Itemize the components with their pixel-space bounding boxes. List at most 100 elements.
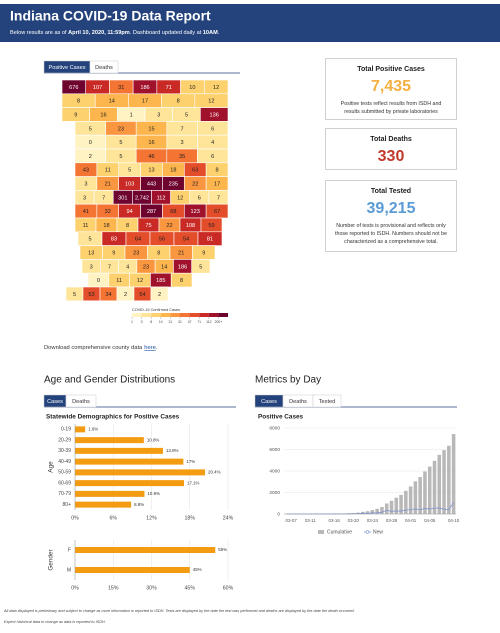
legend-swatch [218, 313, 228, 317]
bar [389, 500, 394, 514]
tab-label[interactable]: Tested [319, 399, 335, 405]
value-label: 17.1% [187, 480, 200, 485]
legend-swatch [180, 313, 190, 317]
subtitle-part: April 10, 2020, 11:59pm [68, 30, 130, 36]
card-title: Total Tested [370, 188, 412, 195]
value-label: 55% [218, 547, 227, 552]
card-note: Number of tests is provisional and refle… [335, 223, 447, 245]
tab-label[interactable]: Cases [261, 399, 277, 405]
y-tick-label: 20-29 [58, 437, 71, 443]
county-value: 54 [139, 292, 145, 298]
y-tick-label: 40-49 [58, 459, 71, 465]
county-value: 676 [69, 85, 78, 91]
county-value: 59 [208, 223, 214, 229]
bar [413, 481, 418, 514]
legend-tick-label: 21 [169, 320, 173, 324]
download-link[interactable]: here [144, 345, 156, 351]
y-tick-label: 70-79 [58, 491, 71, 497]
tab-label[interactable]: Deaths [95, 65, 113, 71]
chart-title: Positive Cases [258, 414, 304, 421]
x-tick-label: 04-10 [448, 518, 460, 523]
county-value: 22 [192, 181, 198, 187]
bar [75, 437, 144, 444]
county-value: 2 [124, 292, 127, 298]
county-value: 7 [102, 195, 105, 201]
bar [75, 426, 86, 433]
bar [432, 460, 437, 514]
y-tick-label: F [68, 547, 71, 553]
subtitle-part: . Dashboard updated daily at [130, 30, 203, 36]
y-axis-label: Gender [48, 548, 55, 570]
legend-tick-label: 14 [159, 320, 163, 324]
x-tick-label: 03-28 [386, 518, 398, 523]
tab-label[interactable]: Deaths [289, 399, 307, 405]
download-suffix: . [156, 345, 158, 351]
county-value: 53 [88, 292, 94, 298]
tab-label[interactable]: Positive Cases [49, 65, 86, 71]
legend-tick-label: 31 [178, 320, 182, 324]
legend-tick-label: 3 [141, 320, 143, 324]
county-value: 12 [213, 85, 219, 91]
bar [423, 471, 427, 514]
county-value: 14 [109, 99, 115, 105]
county-value: 5 [199, 264, 202, 270]
county-value: 2 [158, 292, 161, 298]
tab[interactable] [65, 394, 97, 408]
county-value: 11 [105, 168, 111, 174]
bar [408, 486, 413, 514]
county-value: 108 [186, 223, 195, 229]
y-tick-label: 60-69 [58, 480, 71, 486]
county-value: 15 [148, 126, 154, 132]
bar [75, 447, 163, 454]
card-value: 7,435 [370, 78, 412, 95]
x-tick-label: 04-01 [405, 518, 417, 523]
tab[interactable] [89, 60, 119, 74]
card: Total Deaths 330 [325, 128, 457, 170]
tab-label[interactable]: Cases [47, 399, 63, 405]
county-value: 2,742 [135, 195, 149, 201]
county-value: 287 [147, 209, 156, 215]
county-value: 16 [100, 112, 106, 118]
county-value: 23 [143, 264, 149, 270]
x-tick-label: 04-05 [424, 518, 436, 523]
y-tick-label: 0 [277, 511, 280, 517]
county-value: 21 [105, 181, 111, 187]
legend-swatch [141, 313, 152, 317]
x-tick-label: 60% [223, 585, 234, 591]
bar [75, 567, 190, 573]
county-value: 0 [89, 140, 92, 146]
value-label: 1.6% [88, 427, 98, 432]
county-value: 5 [89, 126, 92, 132]
county-value: 67 [214, 209, 220, 215]
bar [75, 547, 216, 553]
county-value: 34 [105, 292, 111, 298]
value-label: 8.8% [134, 502, 144, 507]
section-title: Metrics by Day [255, 375, 321, 386]
subtitle-part: Below results are as of [10, 30, 68, 36]
county-value: 22 [166, 223, 172, 229]
county-value: 18 [170, 168, 176, 174]
x-tick-label: 12% [146, 515, 157, 521]
tab-label[interactable]: Deaths [72, 399, 90, 405]
x-tick-label: 03-07 [286, 518, 298, 523]
y-tick-label: 2000 [269, 490, 280, 496]
county-value: 5 [119, 154, 122, 160]
bar [380, 507, 384, 514]
bar [394, 497, 399, 514]
y-axis-label: Age [48, 461, 55, 473]
bar [75, 480, 185, 487]
legend-tick-label: 1 [131, 320, 133, 324]
value-label: 10.8% [147, 437, 160, 442]
download-text: Download comprehensive county data here. [44, 345, 158, 351]
bar [75, 501, 132, 508]
county-value: 0 [97, 278, 100, 284]
tab[interactable] [312, 394, 342, 408]
county-value: 16 [148, 140, 154, 146]
county-value: 235 [169, 181, 178, 187]
page-subtitle: Below results are as of April 10, 2020, … [10, 30, 220, 36]
county [150, 286, 169, 302]
county-value: 7 [181, 126, 184, 132]
download-prefix: Download comprehensive county data [44, 345, 143, 351]
